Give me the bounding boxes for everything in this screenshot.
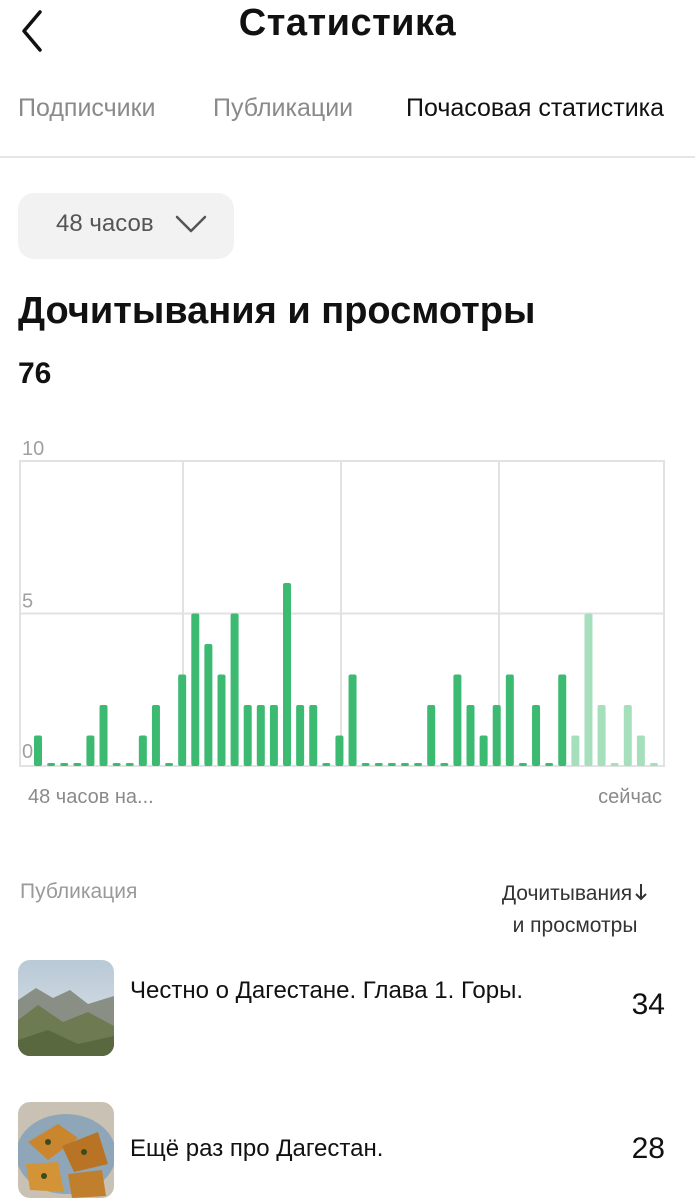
chart-bar: [47, 763, 56, 766]
column-header-publication: Публикация: [20, 880, 138, 903]
chart-bar: [217, 674, 226, 766]
chart-bar: [60, 763, 69, 766]
publication-count: 28: [631, 1132, 665, 1165]
chart-bar: [256, 705, 265, 766]
chart-x-start-label: 48 часов на...: [28, 786, 154, 808]
chart-bar: [138, 735, 147, 766]
chart-y-tick-label: 10: [22, 438, 44, 460]
chart-bar: [636, 735, 645, 766]
arrow-down-icon: [635, 884, 647, 901]
chart-bar: [545, 763, 554, 766]
back-button[interactable]: [14, 6, 54, 54]
chart-bar: [361, 763, 370, 766]
chart-bar: [387, 763, 396, 766]
chart-bar: [34, 735, 42, 766]
chart-bar: [322, 763, 331, 766]
column-header-metric-line1: Дочитывания: [501, 882, 633, 905]
chart-bar: [492, 705, 501, 766]
publication-row[interactable]: Честно о Дагестане. Глава 1. Горы. 34: [0, 960, 695, 1060]
chart-bar: [86, 735, 95, 766]
header: Статистика: [0, 0, 695, 60]
tab-publications[interactable]: Публикации: [213, 94, 354, 122]
chart-bar: [165, 763, 174, 766]
chart-bar: [597, 705, 606, 766]
publication-thumbnail: [18, 960, 114, 1056]
period-label: 48 часов: [56, 210, 154, 237]
total-count: 76: [18, 357, 52, 390]
chart-bar: [400, 763, 409, 766]
page-title: Статистика: [238, 2, 457, 44]
publication-count: 34: [631, 988, 665, 1021]
chart-bar: [243, 705, 252, 766]
period-dropdown[interactable]: 48 часов: [18, 193, 234, 259]
chart-bar: [453, 674, 462, 766]
chart-y-tick-label: 5: [22, 591, 33, 613]
publication-thumbnail: [18, 1102, 114, 1198]
tab-bar: Подписчики Публикации Почасовая статисти…: [0, 84, 695, 158]
chart-bar: [348, 674, 357, 766]
chart-x-end-label: сейчас: [598, 786, 662, 808]
chart-bar: [230, 613, 239, 766]
chart-bar: [558, 674, 567, 766]
chart-bar: [309, 705, 318, 766]
tab-hourly-stats[interactable]: Почасовая статистика: [406, 94, 665, 122]
column-header-metric-line2: и просмотры: [512, 914, 638, 937]
publication-title: Ещё раз про Дагестан.: [130, 1135, 384, 1162]
chart-bar: [283, 583, 292, 766]
chart-bar: [571, 735, 580, 766]
chart-bar: [505, 674, 514, 766]
tab-subscribers[interactable]: Подписчики: [18, 94, 156, 122]
chart-bar: [178, 674, 187, 766]
chart-bar: [112, 763, 121, 766]
chart-bar: [374, 763, 383, 766]
chart-bar: [269, 705, 278, 766]
chevron-down-icon: [175, 215, 207, 233]
chart-bar: [440, 763, 449, 766]
chart-bar: [204, 644, 213, 766]
chart-bar: [296, 705, 305, 766]
chart-bar: [191, 613, 200, 766]
chart-bar: [623, 705, 632, 766]
column-header-metric[interactable]: Дочитывания и просмотры: [475, 878, 675, 942]
chart-y-tick-label: 0: [22, 741, 33, 763]
chart-bar: [610, 763, 619, 766]
chart-bar: [518, 763, 527, 766]
reads-views-chart: 10 5 0 48 часов на... сейчас: [19, 438, 665, 808]
chevron-left-icon: [22, 10, 42, 52]
chart-bar: [125, 763, 134, 766]
chart-bar: [99, 705, 108, 766]
chart-bar: [466, 705, 475, 766]
chart-bar: [151, 705, 160, 766]
chart-bar: [414, 763, 423, 766]
chart-bar: [73, 763, 82, 766]
chart-bar: [479, 735, 488, 766]
chart-bar: [532, 705, 541, 766]
chart-bar: [335, 735, 344, 766]
publication-title: Честно о Дагестане. Глава 1. Горы.: [130, 977, 523, 1004]
chart-bar: [427, 705, 436, 766]
chart-bar: [650, 763, 658, 766]
chart-bar: [584, 613, 593, 766]
publication-row[interactable]: Ещё раз про Дагестан. 28: [0, 1102, 695, 1202]
section-title: Дочитывания и просмотры: [18, 290, 536, 332]
